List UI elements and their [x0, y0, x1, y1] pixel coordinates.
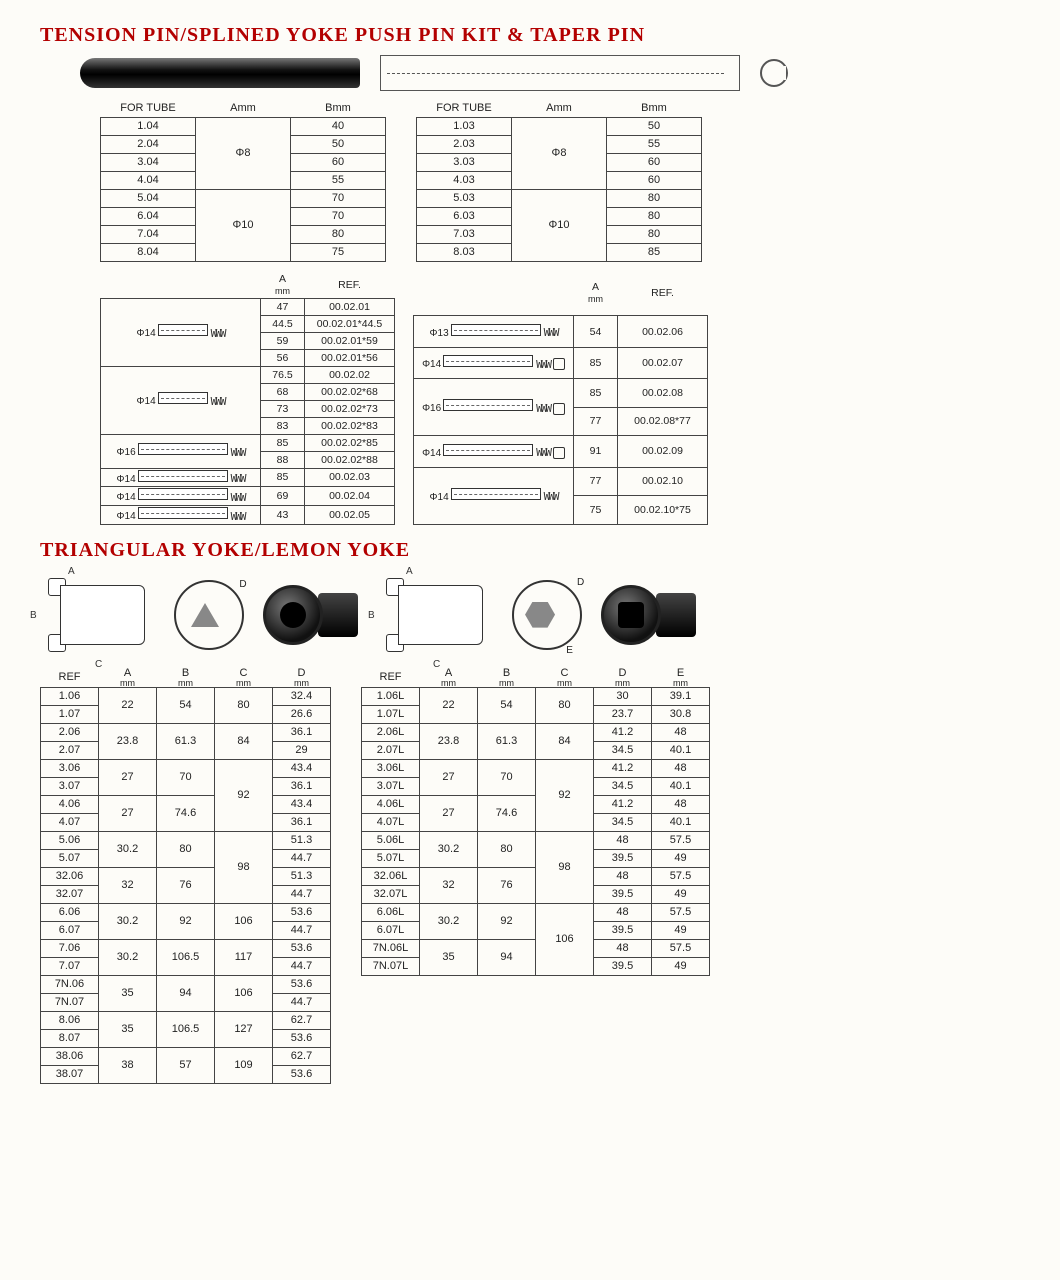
table-row: 5.03Φ1080 [417, 189, 702, 207]
yoke-front-tri: D [174, 580, 244, 650]
tube-table-right: FOR TUBEAmmBmm1.03Φ8502.03553.03604.0360… [416, 99, 702, 262]
table-row: 1.03Φ850 [417, 117, 702, 135]
table-row: 32.06327651.3 [41, 867, 331, 885]
lemon-yoke-table: REFAmmBmmCmmDmmEmm1.06L2254803039.11.07L… [361, 666, 710, 976]
table-row: 7N.06359410653.6 [41, 975, 331, 993]
table-row: 5.04Φ1070 [101, 189, 386, 207]
yoke-photo-tri [258, 575, 358, 655]
table-row: 4.062774.643.4 [41, 795, 331, 813]
lemon-yoke-figs: A B C D E [378, 570, 696, 660]
table-row: 8.0635106.512762.7 [41, 1011, 331, 1029]
table-row: 1.0622548032.4 [41, 687, 331, 705]
table-row: Φ14 WWW8500.02.03 [101, 468, 395, 487]
table-row: 3.0627709243.4 [41, 759, 331, 777]
table-row: 7.0630.2106.511753.6 [41, 939, 331, 957]
yoke-figures: A B C D A B C D E [40, 570, 1020, 660]
pin-diagram [380, 55, 740, 91]
table-row: Φ14 WWW4300.02.05 [101, 505, 395, 524]
table-row: Φ16 WWW 8500.02.08 [414, 379, 708, 408]
yoke-photo-lemon [596, 575, 696, 655]
table-row: Φ14 WWW76.500.02.02 [101, 366, 395, 383]
table-row: 6.0630.29210653.6 [41, 903, 331, 921]
table-row: 5.0630.2809851.3 [41, 831, 331, 849]
table-row: Φ14 WWW4700.02.01 [101, 298, 395, 315]
table-row: Φ16 WWW8500.02.02*85 [101, 434, 395, 451]
table-row: 6.06L30.2921064857.5 [362, 903, 710, 921]
tube-table-left: FOR TUBEAmmBmm1.04Φ8402.04503.04604.0455… [100, 99, 386, 262]
table-row: Φ14 WWW7700.02.10 [414, 467, 708, 496]
table-row: Φ14 WWW6900.02.04 [101, 487, 395, 506]
table-row: 5.06L30.280984857.5 [362, 831, 710, 849]
kit-table-left: AmmREF.Φ14 WWW4700.02.0144.500.02.01*44.… [100, 272, 395, 525]
section1-title: TENSION PIN/SPLINED YOKE PUSH PIN KIT & … [40, 24, 1020, 47]
table-row: Φ13 WWW5400.02.06 [414, 316, 708, 347]
section2-title: TRIANGULAR YOKE/LEMON YOKE [40, 539, 1020, 562]
table-row: 2.06L23.861.38441.248 [362, 723, 710, 741]
table-row: 3.06L27709241.248 [362, 759, 710, 777]
yoke-side-view: A B C [40, 570, 160, 660]
table-row: 1.04Φ840 [101, 117, 386, 135]
table-row: 38.06385710962.7 [41, 1047, 331, 1065]
yoke-front-hex: D E [512, 580, 582, 650]
triangular-yoke-figs: A B C D [40, 570, 358, 660]
table-row: 1.06L2254803039.1 [362, 687, 710, 705]
kit-table-right: AmmREF.Φ13 WWW5400.02.06Φ14 WWW 8500.02.… [413, 272, 708, 525]
yoke-side-view-2: A B C [378, 570, 498, 660]
pin-end-view [760, 59, 788, 87]
table-row: Φ14 WWW 8500.02.07 [414, 347, 708, 378]
pin-photo [80, 58, 360, 88]
table-row: 2.0623.861.38436.1 [41, 723, 331, 741]
tension-pin-figure [80, 55, 1020, 91]
table-row: Φ14 WWW 9100.02.09 [414, 436, 708, 467]
triangular-yoke-table: REFAmmBmmCmmDmm1.0622548032.41.0726.62.0… [40, 666, 331, 1084]
